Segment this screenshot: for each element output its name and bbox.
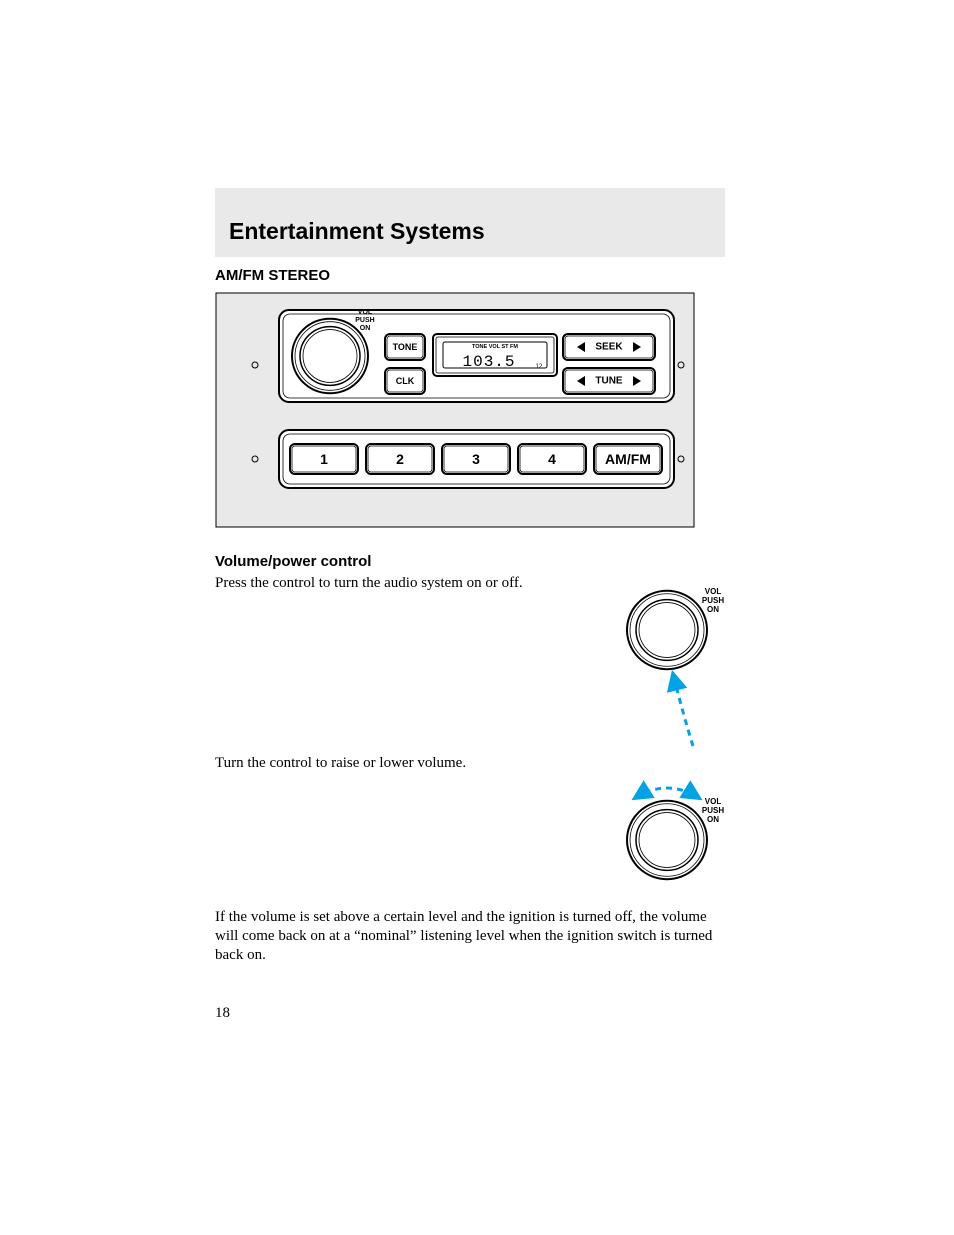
paragraph-press-control: Press the control to turn the audio syst… xyxy=(215,574,589,593)
svg-text:4: 4 xyxy=(548,451,556,467)
svg-text:VOL: VOL xyxy=(705,797,722,806)
svg-text:SEEK: SEEK xyxy=(595,342,623,353)
svg-text:PUSH: PUSH xyxy=(702,596,724,605)
svg-text:ON: ON xyxy=(707,605,719,614)
chapter-title-band: Entertainment Systems xyxy=(215,188,725,257)
svg-text:3: 3 xyxy=(472,451,480,467)
svg-text:TONE VOL ST FM: TONE VOL ST FM xyxy=(472,344,518,350)
svg-text:TONE: TONE xyxy=(393,342,418,352)
knob-press-figure: VOLPUSHON xyxy=(605,574,725,754)
svg-text:TUNE: TUNE xyxy=(595,376,623,387)
svg-text:12: 12 xyxy=(536,364,543,370)
knob-turn-figure: VOLPUSHON xyxy=(605,754,725,894)
radio-faceplate-figure: VOLPUSHONTONECLKTONE VOL ST FM103.512SEE… xyxy=(215,292,725,533)
svg-text:AM/FM: AM/FM xyxy=(605,451,651,467)
svg-text:103.5: 103.5 xyxy=(462,353,515,371)
page-number: 18 xyxy=(215,1005,230,1022)
svg-text:ON: ON xyxy=(707,815,719,824)
paragraph-turn-control: Turn the control to raise or lower volum… xyxy=(215,754,589,773)
svg-text:2: 2 xyxy=(396,451,404,467)
svg-text:VOL: VOL xyxy=(705,587,722,596)
svg-text:PUSH: PUSH xyxy=(355,317,374,324)
paragraph-nominal-level: If the volume is set above a certain lev… xyxy=(215,908,725,964)
svg-text:PUSH: PUSH xyxy=(702,806,724,815)
section-heading-volume: Volume/power control xyxy=(215,553,725,570)
svg-text:VOL: VOL xyxy=(358,309,373,316)
section-heading-stereo: AM/FM STEREO xyxy=(215,267,725,284)
svg-text:CLK: CLK xyxy=(396,376,415,386)
svg-text:ON: ON xyxy=(360,325,371,332)
svg-text:1: 1 xyxy=(320,451,328,467)
chapter-title: Entertainment Systems xyxy=(229,218,485,244)
